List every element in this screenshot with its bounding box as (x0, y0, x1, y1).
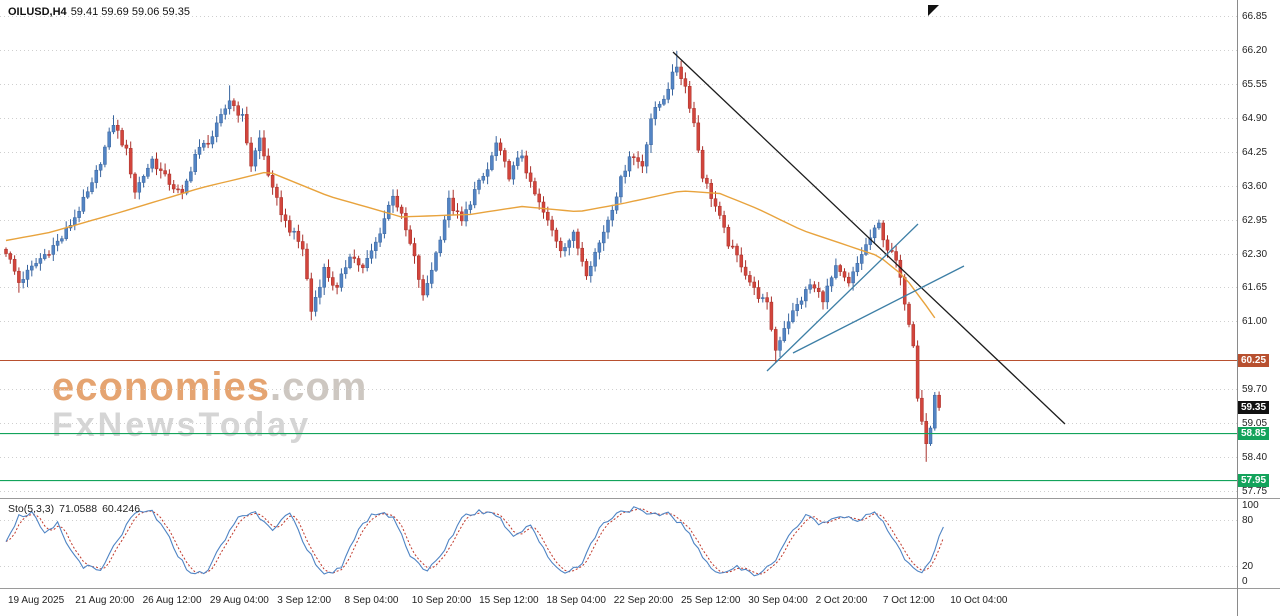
candlestick-chart-canvas[interactable] (0, 0, 1237, 498)
price-chart[interactable]: economies.com FxNewsToday OILUSD,H4 59.41… (0, 0, 1237, 498)
stoch-gridlines (0, 520, 1237, 567)
time-tick: 8 Sep 04:00 (344, 595, 399, 606)
price-level-badge: 60.25 (1238, 354, 1270, 367)
time-tick: 25 Sep 12:00 (681, 595, 741, 606)
time-tick: 19 Aug 2025 (8, 595, 65, 606)
ascending-channel-lower[interactable] (766, 223, 919, 372)
price-tick: 59.05 (1242, 418, 1268, 429)
time-axis[interactable]: 19 Aug 2025 21 Aug 20:00 26 Aug 12:00 29 Au… (0, 589, 1237, 616)
descending-trendline[interactable] (672, 51, 1066, 425)
price-tick: 61.65 (1242, 282, 1268, 293)
price-axis[interactable]: 66.85 66.20 65.55 64.90 64.25 63.60 62.95 62.30… (1238, 0, 1280, 616)
stoch-tick: 80 (1242, 515, 1254, 526)
price-tick: 62.95 (1242, 215, 1268, 226)
price-tick: 59.70 (1242, 384, 1268, 395)
indicator-name: Sto(5,3,3) (8, 503, 55, 515)
price-tick: 65.55 (1242, 79, 1268, 90)
price-gridlines (0, 16, 1237, 492)
chart-shift-triangle-icon[interactable] (928, 5, 939, 16)
watermark: economies.com FxNewsToday (52, 366, 367, 444)
price-level-badge: 58.85 (1238, 427, 1270, 440)
price-tick: 64.90 (1242, 113, 1268, 124)
time-tick: 10 Sep 20:00 (411, 595, 472, 606)
watermark-brand: economies (52, 365, 270, 409)
stochastic-panel[interactable]: Sto(5,3,3) 71.0588 60.4246 (0, 499, 1237, 588)
price-tick: 62.30 (1242, 249, 1268, 260)
stoch-tick: 0 (1242, 576, 1248, 587)
indicator-label: Sto(5,3,3) 71.0588 60.4246 (8, 503, 145, 515)
current-price-badge: 59.35 (1238, 401, 1270, 414)
time-tick: 10 Oct 04:00 (950, 595, 1008, 606)
watermark-tagline: FxNewsToday (52, 406, 312, 444)
stochastic-canvas[interactable] (0, 499, 1237, 588)
stoch-k-line (5, 506, 944, 577)
watermark-line1: economies.com (52, 366, 367, 408)
ascending-channel-upper[interactable] (792, 265, 965, 354)
price-tick: 57.75 (1242, 486, 1268, 497)
moving-average-line[interactable] (5, 171, 936, 319)
axis-separator (1237, 0, 1238, 616)
time-tick: 15 Sep 12:00 (479, 595, 539, 606)
price-tick: 63.60 (1242, 181, 1268, 192)
price-tick: 66.85 (1242, 11, 1268, 22)
panel-separator[interactable] (0, 498, 1280, 499)
chart-title: OILUSD,H4 59.41 59.69 59.06 59.35 (8, 6, 190, 18)
price-tick: 66.20 (1242, 45, 1268, 56)
indicator-k-value: 71.0588 (59, 503, 98, 515)
price-tick: 61.00 (1242, 316, 1268, 327)
ohlc-values: 59.41 59.69 59.06 59.35 (70, 6, 190, 18)
time-axis-separator (0, 588, 1280, 589)
time-tick: 7 Oct 12:00 (882, 595, 935, 606)
indicator-d-value: 60.4246 (102, 503, 141, 515)
time-tick: 2 Oct 20:00 (815, 595, 868, 606)
symbol-timeframe: OILUSD,H4 (8, 6, 67, 18)
price-tick: 58.40 (1242, 452, 1268, 463)
stoch-tick: 20 (1242, 561, 1254, 572)
price-level-badge: 57.95 (1238, 474, 1270, 487)
time-tick: 3 Sep 12:00 (277, 595, 332, 606)
candles (4, 51, 941, 462)
time-tick: 30 Sep 04:00 (748, 595, 808, 606)
time-tick: 18 Sep 04:00 (546, 595, 606, 606)
time-tick: 22 Sep 20:00 (613, 595, 674, 606)
time-tick: 21 Aug 20:00 (75, 595, 135, 606)
time-tick: 29 Aug 04:00 (209, 595, 269, 606)
time-tick: 26 Aug 12:00 (142, 595, 202, 606)
watermark-brand-suffix: .com (269, 365, 368, 409)
stoch-tick: 100 (1242, 500, 1259, 511)
price-tick: 64.25 (1242, 147, 1268, 158)
